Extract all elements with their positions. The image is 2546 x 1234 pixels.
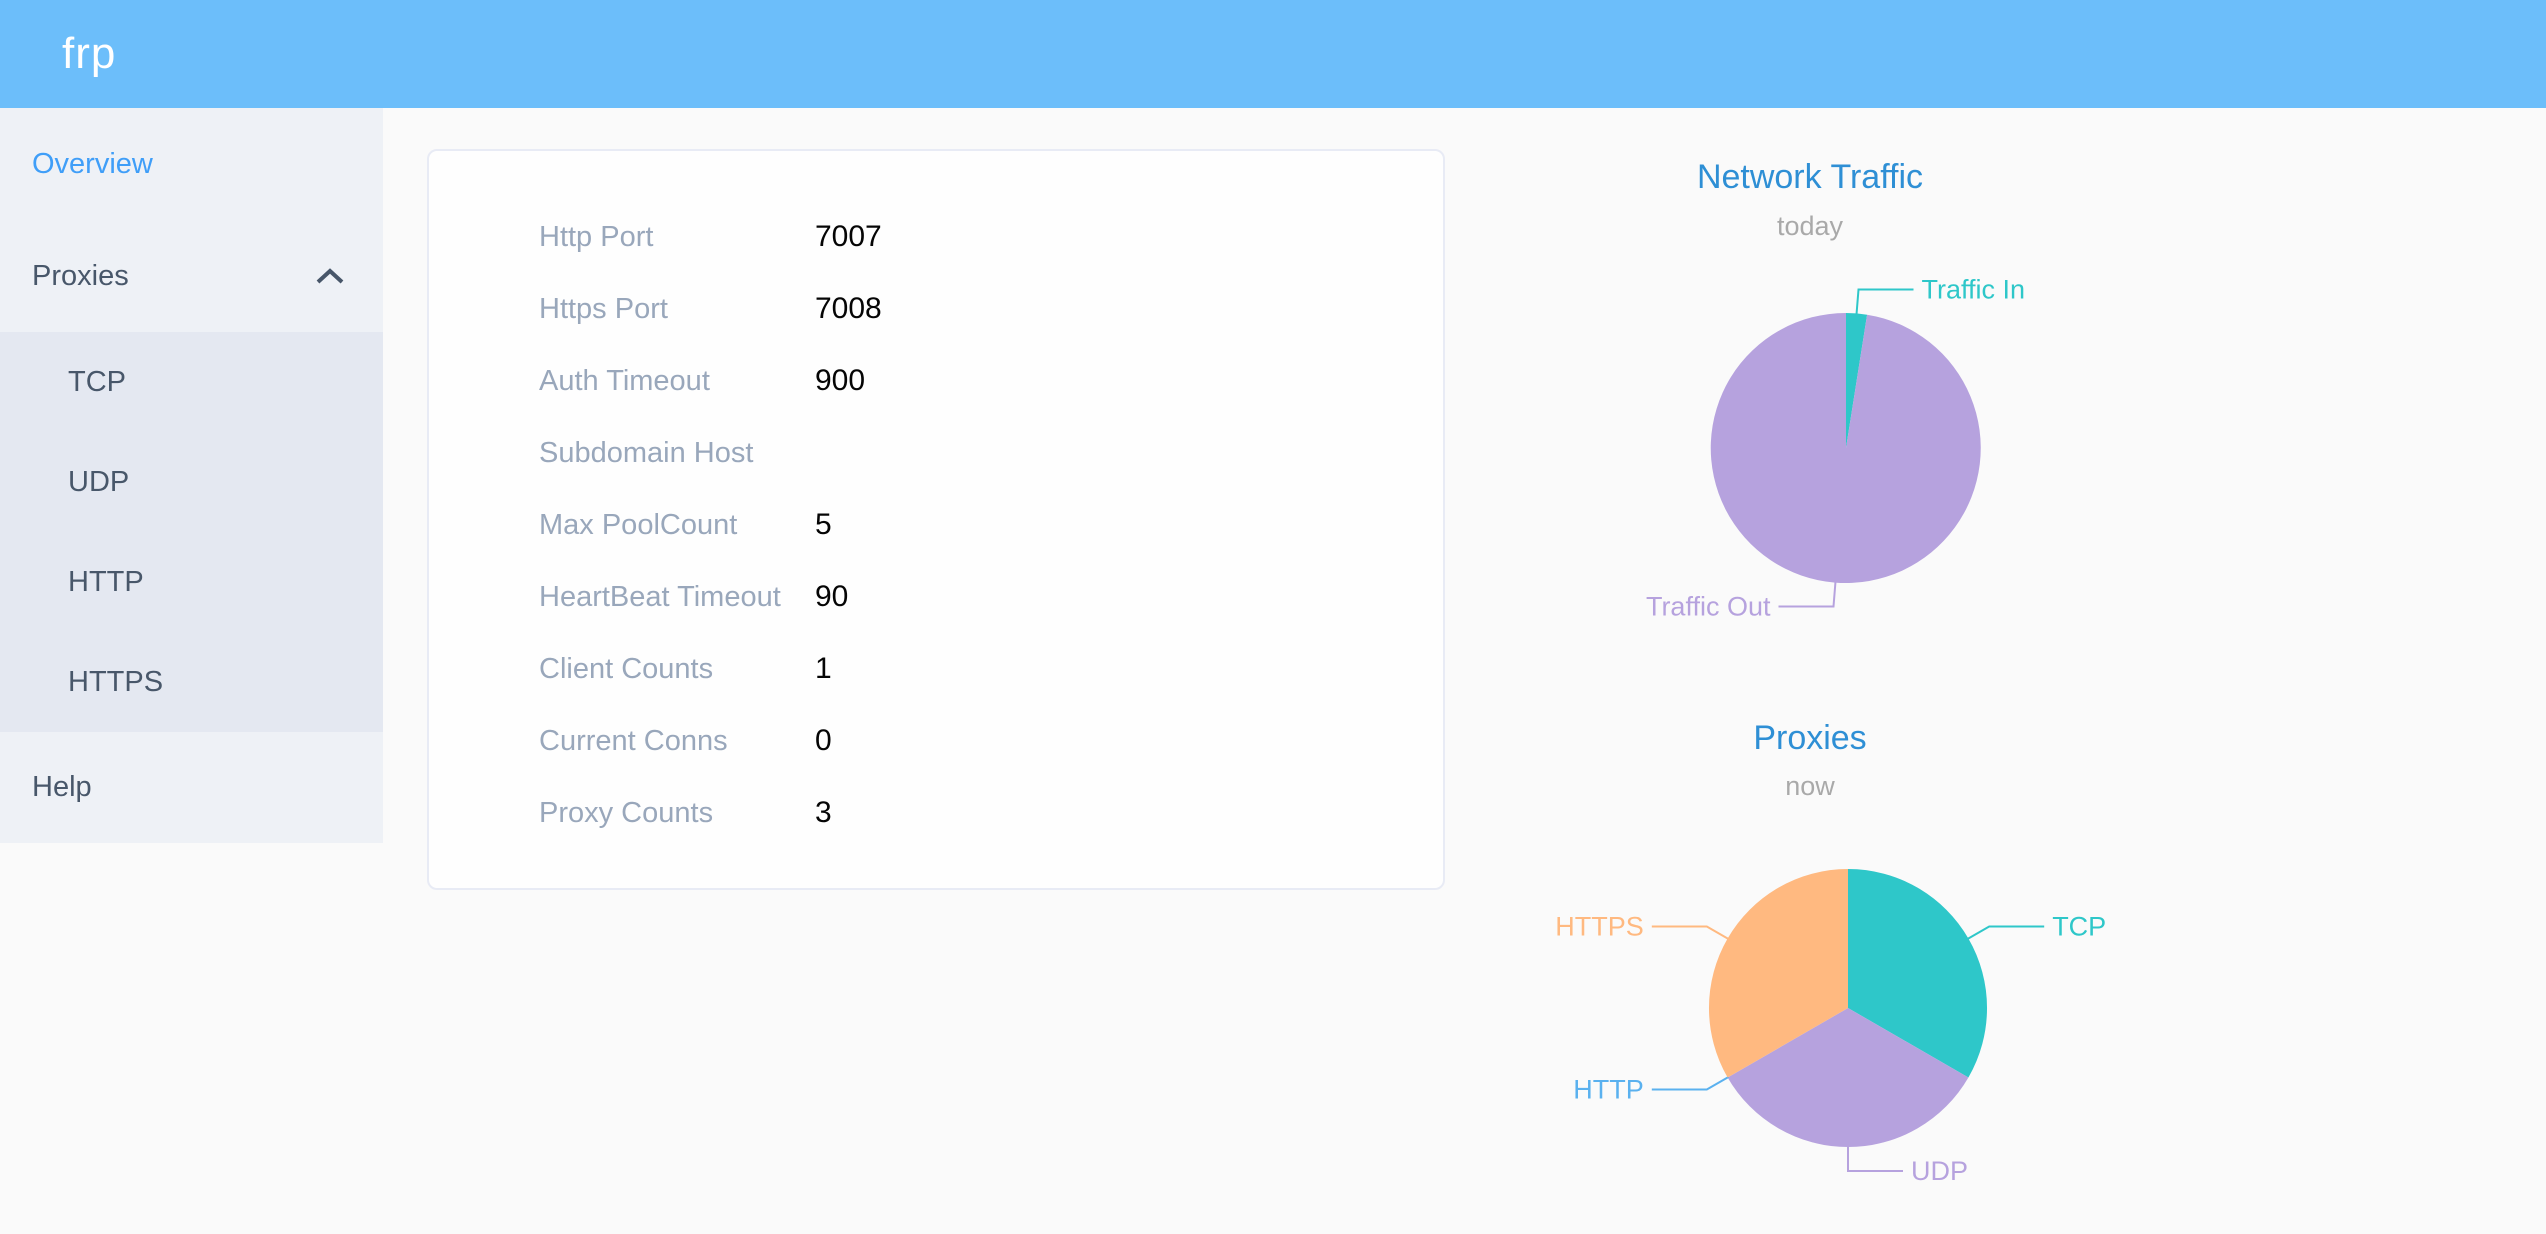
pie-slice-traffic-in xyxy=(1846,313,1868,448)
card-row-max-poolcount: Max PoolCount 5 xyxy=(539,489,1443,561)
pie-label-traffic-in: Traffic In xyxy=(1922,275,2026,305)
pie-label-https: HTTPS xyxy=(1555,912,1644,942)
card-row-current-conns: Current Conns 0 xyxy=(539,705,1443,777)
card-row-value: 3 xyxy=(815,796,832,829)
sidebar-item-https[interactable]: HTTPS xyxy=(0,632,383,732)
pie-label-line-traffic-in xyxy=(1855,288,1914,315)
pie-label-tcp: TCP xyxy=(2052,912,2106,942)
pie-label-line-http xyxy=(1651,1076,1729,1091)
pie-label-udp: UDP xyxy=(1911,1156,1968,1186)
card-row-auth-timeout: Auth Timeout 900 xyxy=(539,345,1443,417)
frp-logo: frp xyxy=(62,29,117,78)
card-row-label: Current Conns xyxy=(539,724,728,757)
proxies-chart-subtitle: now xyxy=(1785,771,1835,801)
network-traffic-pie-chart: Traffic In Traffic Out xyxy=(1646,275,2026,622)
card-row-value: 7007 xyxy=(815,220,882,253)
card-row-heartbeat-timeout: HeartBeat Timeout 90 xyxy=(539,561,1443,633)
card-row-label: Max PoolCount xyxy=(539,508,738,541)
sidebar-item-udp[interactable]: UDP xyxy=(0,432,383,532)
proxies-submenu: TCP UDP HTTP HTTPS xyxy=(0,332,383,732)
sidebar-item-label: Help xyxy=(32,771,92,803)
app-header: frp xyxy=(0,0,2546,108)
card-row-https-port: Https Port 7008 xyxy=(539,273,1443,345)
sidebar-item-label: Proxies xyxy=(32,259,129,292)
card-row-value: 0 xyxy=(815,724,832,757)
network-traffic-title: Network Traffic xyxy=(1696,158,1924,196)
proxies-pie-chart: TCP UDP HTTP HTTPS xyxy=(1555,869,2106,1186)
pie-label-http: HTTP xyxy=(1573,1075,1644,1105)
sidebar-item-label: TCP xyxy=(68,365,126,398)
card-row-value: 900 xyxy=(815,364,866,397)
card-row-client-counts: Client Counts 1 xyxy=(539,633,1443,705)
sidebar-item-help[interactable]: Help xyxy=(0,732,383,843)
pie-slice-tcp xyxy=(1848,869,1988,1078)
pie-label-line-udp xyxy=(1847,1146,1903,1172)
card-row-subdomain-host: Subdomain Host xyxy=(539,417,1443,489)
card-row-proxy-counts: Proxy Counts 3 xyxy=(539,777,1443,849)
sidebar: Overview Proxies TCP UDP HTTP HTTPS Help xyxy=(0,108,383,843)
network-traffic-subtitle: today xyxy=(1776,211,1844,241)
overview-card: Http Port 7007 Https Port 7008 Auth Timeout 9… xyxy=(427,149,1445,890)
card-row-label: Proxy Counts xyxy=(539,796,714,829)
card-row-value: 5 xyxy=(815,508,832,541)
sidebar-item-label: HTTP xyxy=(68,565,144,598)
pie-slice-udp xyxy=(1727,1008,1969,1148)
chevron-up-icon xyxy=(315,267,345,285)
sidebar-item-overview[interactable]: Overview xyxy=(0,108,383,220)
card-row-label: Http Port xyxy=(539,220,654,253)
pie-label-traffic-out: Traffic Out xyxy=(1646,592,1771,622)
card-row-label: HeartBeat Timeout xyxy=(539,580,781,613)
card-row-label: Client Counts xyxy=(539,652,714,685)
pie-slice-traffic-out xyxy=(1710,312,1981,583)
overview-card-rows: Http Port 7007 Https Port 7008 Auth Timeout 9… xyxy=(429,151,1443,849)
card-row-http-port: Http Port 7007 xyxy=(539,201,1443,273)
card-row-label: Https Port xyxy=(539,292,668,325)
pie-label-line-traffic-out xyxy=(1778,581,1837,608)
sidebar-item-proxies[interactable]: Proxies xyxy=(0,220,383,332)
pie-label-line-tcp xyxy=(1967,925,2045,940)
card-row-value: 1 xyxy=(815,652,832,685)
sidebar-item-label: HTTPS xyxy=(68,665,164,698)
card-row-label: Subdomain Host xyxy=(539,436,754,469)
card-row-value: 90 xyxy=(815,580,849,613)
proxies-chart-title: Proxies xyxy=(1753,719,1867,757)
sidebar-item-tcp[interactable]: TCP xyxy=(0,332,383,432)
sidebar-item-http[interactable]: HTTP xyxy=(0,532,383,632)
pie-label-line-https xyxy=(1651,925,1729,940)
sidebar-item-label: UDP xyxy=(68,465,130,498)
pie-slice-https xyxy=(1708,869,1848,1078)
sidebar-item-label: Overview xyxy=(32,147,153,180)
card-row-label: Auth Timeout xyxy=(539,364,710,397)
card-row-value: 7008 xyxy=(815,292,882,325)
